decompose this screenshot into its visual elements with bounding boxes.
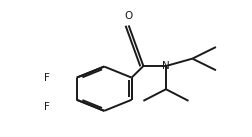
- Text: O: O: [124, 11, 132, 21]
- Text: N: N: [162, 61, 169, 71]
- Text: F: F: [44, 73, 50, 83]
- Text: F: F: [44, 102, 50, 112]
